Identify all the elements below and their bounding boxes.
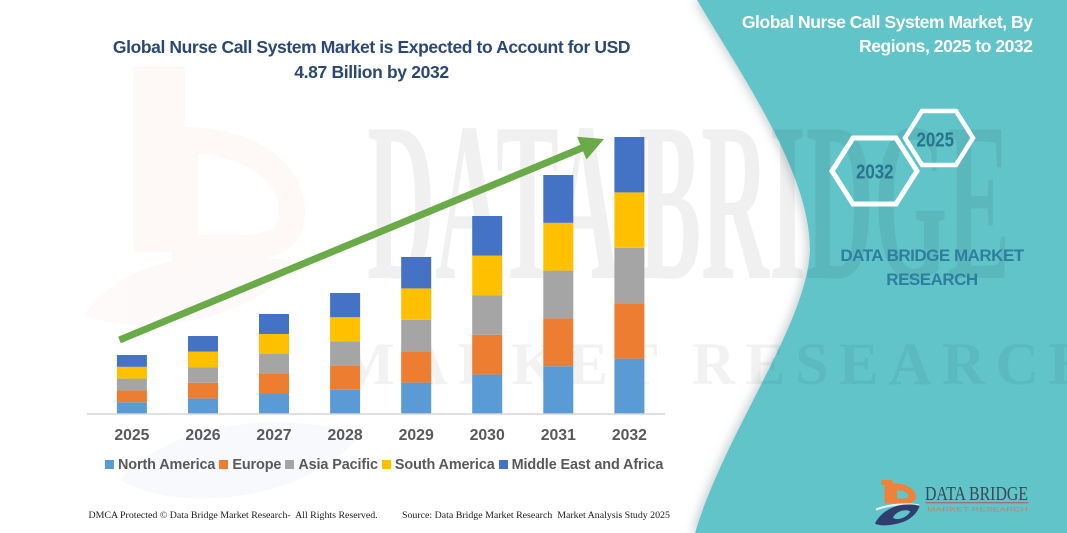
svg-text:MARKET RESEARCH: MARKET RESEARCH [927,507,1029,514]
svg-text:2025: 2025 [917,130,955,152]
svg-text:DATA BRIDGE: DATA BRIDGE [925,483,1028,505]
svg-text:2032: 2032 [856,162,894,184]
